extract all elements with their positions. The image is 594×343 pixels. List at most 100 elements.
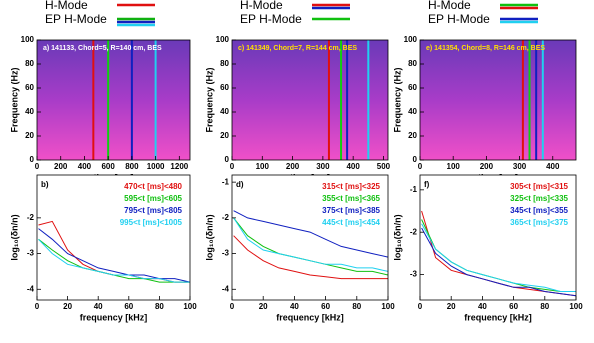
- plot-frame: [231, 39, 389, 161]
- y-axis-label: Frequency (Hz): [392, 67, 402, 132]
- y-tick-label: 60: [408, 83, 417, 92]
- x-tick-label: 800: [125, 162, 139, 171]
- panel-annotation: d): [236, 180, 244, 189]
- x-tick-label: 300: [316, 162, 330, 171]
- x-tick-label: 60: [509, 302, 518, 311]
- y-axis-label: log₁₀(δn/n): [392, 214, 402, 260]
- legend-label: 365<t [ms]<375: [510, 218, 568, 227]
- y-tick-label: 100: [216, 35, 230, 44]
- y-tick-label: 0: [413, 155, 418, 164]
- x-tick-label: 1200: [170, 162, 188, 171]
- legend-label: 595<t [ms]<605: [124, 194, 182, 203]
- y-tick-label: 0: [30, 155, 35, 164]
- y-tick-label: -3: [222, 249, 230, 258]
- y-axis-label: Frequency (Hz): [9, 67, 19, 132]
- legend-label: EP H-Mode: [428, 12, 490, 26]
- legend-label: 470<t [ms]<480: [124, 182, 182, 191]
- x-tick-label: 400: [346, 162, 360, 171]
- legend-label: 325<t [ms]<335: [510, 194, 568, 203]
- x-tick-label: 600: [101, 162, 115, 171]
- x-tick-label: 100: [447, 162, 461, 171]
- panel-annotation: a) 141133, Chord=5, R=140 cm, BES: [43, 45, 162, 52]
- y-tick-label: -1: [410, 185, 418, 194]
- plot-background: [232, 175, 388, 300]
- x-tick-label: 80: [352, 302, 361, 311]
- legend-label: 305<t [ms]<315: [510, 182, 568, 191]
- legend-label: 795<t [ms]<805: [124, 206, 182, 215]
- plot-background: [37, 175, 190, 300]
- x-tick-label: 500: [377, 162, 391, 171]
- legend-label: 995<t [ms]<1005: [120, 218, 183, 227]
- y-axis-label: log₁₀(δn/n): [204, 214, 214, 260]
- x-tick-label: 20: [63, 302, 72, 311]
- legend-label: 355<t [ms]<365: [322, 194, 380, 203]
- panel-annotation: e) 141354, Chord=8, R=146 cm, BES: [426, 45, 545, 52]
- x-tick-label: 200: [286, 162, 300, 171]
- y-tick-label: 20: [408, 131, 417, 140]
- spectrum-line: [233, 210, 389, 258]
- y-tick-label: 0: [225, 155, 230, 164]
- y-tick-label: -1: [222, 177, 230, 186]
- x-tick-label: 0: [418, 162, 423, 171]
- x-tick-label: 0: [230, 162, 235, 171]
- x-tick-label: 100: [381, 302, 395, 311]
- y-tick-label: -2: [410, 227, 418, 236]
- x-tick-label: 300: [513, 162, 527, 171]
- panel-annotation: f): [424, 180, 430, 189]
- x-tick-label: 60: [321, 302, 330, 311]
- legend-label: 315<t [ms]<325: [322, 182, 380, 191]
- y-axis-label: Frequency (Hz): [204, 67, 214, 132]
- y-tick-label: -2: [27, 213, 35, 222]
- y-tick-label: 100: [21, 35, 35, 44]
- y-tick-label: 60: [25, 83, 34, 92]
- panel-annotation: c) 141349, Chord=7, R=144 cm, BES: [238, 45, 357, 52]
- legend-label: H-Mode: [240, 0, 283, 12]
- legend-label: 445<t [ms]<454: [322, 218, 380, 227]
- x-axis-label: frequency [kHz]: [464, 312, 532, 322]
- x-tick-label: 80: [155, 302, 164, 311]
- y-tick-label: 20: [25, 131, 34, 140]
- x-tick-label: 20: [259, 302, 268, 311]
- x-tick-label: 80: [540, 302, 549, 311]
- y-tick-label: -2: [222, 213, 230, 222]
- x-tick-label: 100: [256, 162, 270, 171]
- y-tick-label: -3: [410, 270, 418, 279]
- y-tick-label: -3: [27, 249, 35, 258]
- plot-frame: [419, 39, 577, 161]
- spectrum-line: [38, 228, 191, 283]
- legend-label: EP H-Mode: [45, 12, 107, 26]
- x-tick-label: 1000: [147, 162, 165, 171]
- legend-label: H-Mode: [45, 0, 88, 12]
- spectrogram-image: [37, 40, 190, 160]
- x-tick-label: 40: [290, 302, 299, 311]
- y-tick-label: 40: [25, 107, 34, 116]
- x-tick-label: 200: [54, 162, 68, 171]
- x-tick-label: 400: [78, 162, 92, 171]
- spectrogram-image: [420, 40, 576, 160]
- y-tick-label: -4: [222, 284, 230, 293]
- x-tick-label: 0: [35, 162, 40, 171]
- x-tick-label: 0: [35, 302, 40, 311]
- y-tick-label: 60: [220, 83, 229, 92]
- spectrum-line: [38, 238, 190, 283]
- panel-annotation: b): [41, 180, 49, 189]
- x-tick-label: 100: [183, 302, 197, 311]
- x-tick-label: 0: [230, 302, 235, 311]
- y-axis-label: log₁₀(δn/n): [9, 214, 19, 260]
- y-tick-label: 80: [408, 59, 417, 68]
- x-tick-label: 100: [569, 302, 583, 311]
- y-tick-label: 80: [220, 59, 229, 68]
- spectrum-line: [233, 235, 388, 280]
- y-tick-label: -4: [27, 284, 35, 293]
- x-axis-label: frequency [kHz]: [276, 312, 344, 322]
- spectrum-line: [421, 223, 576, 292]
- x-tick-label: 0: [418, 302, 423, 311]
- y-tick-label: 80: [25, 59, 34, 68]
- x-tick-label: 40: [94, 302, 103, 311]
- spectrum-line: [233, 217, 389, 272]
- x-tick-label: 60: [124, 302, 133, 311]
- x-axis-label: frequency [kHz]: [80, 312, 148, 322]
- x-tick-label: 200: [480, 162, 494, 171]
- plot-frame: [36, 39, 191, 161]
